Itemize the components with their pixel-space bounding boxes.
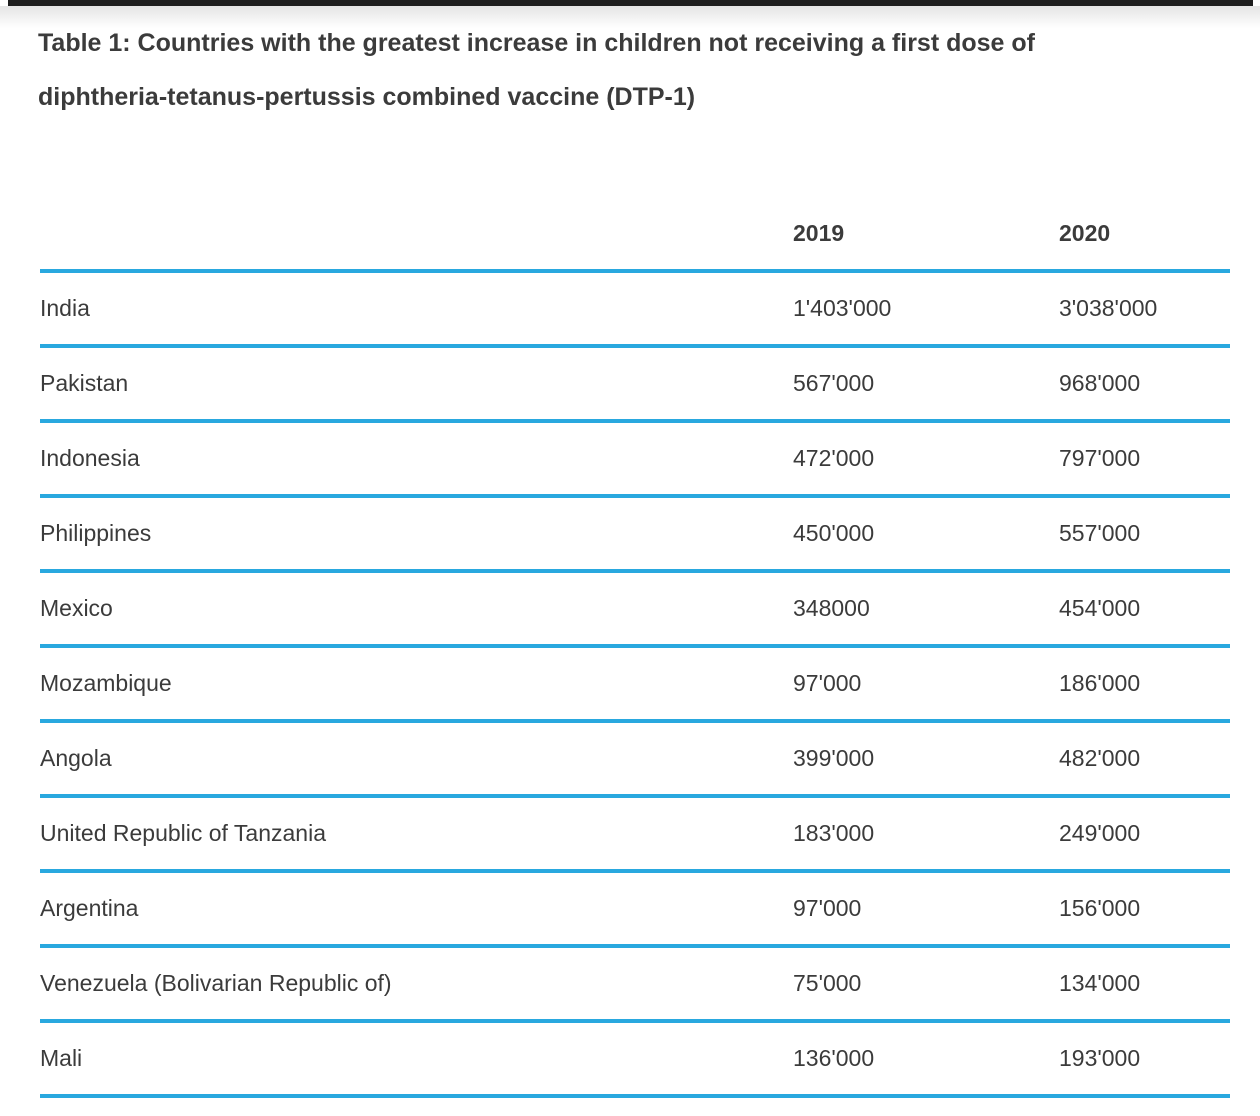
column-header-2019: 2019 [793, 198, 1059, 273]
table-row: Philippines 450'000 557'000 [40, 496, 1230, 573]
top-fade [0, 6, 1260, 28]
value-2020-cell: 557'000 [1059, 496, 1230, 573]
value-2020-cell: 454'000 [1059, 571, 1230, 648]
country-cell: Philippines [40, 496, 793, 573]
country-cell: Mexico [40, 571, 793, 648]
value-2020-cell: 968'000 [1059, 346, 1230, 423]
value-2020-cell: 134'000 [1059, 946, 1230, 1023]
value-2020-cell: 3'038'000 [1059, 271, 1230, 348]
country-cell: India [40, 271, 793, 348]
table-header-row: 2019 2020 [40, 198, 1230, 273]
table-row: Argentina 97'000 156'000 [40, 871, 1230, 948]
value-2020-cell: 482'000 [1059, 721, 1230, 798]
top-bar [8, 0, 1253, 6]
country-cell: Argentina [40, 871, 793, 948]
value-2019-cell: 450'000 [793, 496, 1059, 573]
value-2020-cell: 249'000 [1059, 796, 1230, 873]
value-2019-cell: 472'000 [793, 421, 1059, 498]
table-row: Mali 136'000 193'000 [40, 1021, 1230, 1098]
value-2020-cell: 186'000 [1059, 646, 1230, 723]
page-title-line-1: Table 1: Countries with the greatest inc… [38, 29, 1035, 57]
value-2019-cell: 136'000 [793, 1021, 1059, 1098]
value-2019-cell: 97'000 [793, 871, 1059, 948]
table-row: Pakistan 567'000 968'000 [40, 346, 1230, 423]
country-cell: Pakistan [40, 346, 793, 423]
column-header-2020: 2020 [1059, 198, 1230, 273]
country-cell: Mali [40, 1021, 793, 1098]
table-row: Mexico 348000 454'000 [40, 571, 1230, 648]
country-cell: United Republic of Tanzania [40, 796, 793, 873]
data-table: 2019 2020 India 1'403'000 3'038'000 Paki… [40, 198, 1230, 1098]
page-title-line-2: diphtheria-tetanus-pertussis combined va… [38, 83, 696, 111]
value-2020-cell: 193'000 [1059, 1021, 1230, 1098]
country-cell: Indonesia [40, 421, 793, 498]
value-2019-cell: 1'403'000 [793, 271, 1059, 348]
value-2019-cell: 567'000 [793, 346, 1059, 423]
value-2019-cell: 399'000 [793, 721, 1059, 798]
value-2019-cell: 348000 [793, 571, 1059, 648]
country-cell: Venezuela (Bolivarian Republic of) [40, 946, 793, 1023]
value-2020-cell: 797'000 [1059, 421, 1230, 498]
table-row: Venezuela (Bolivarian Republic of) 75'00… [40, 946, 1230, 1023]
table-row: India 1'403'000 3'038'000 [40, 271, 1230, 348]
value-2020-cell: 156'000 [1059, 871, 1230, 948]
table-row: United Republic of Tanzania 183'000 249'… [40, 796, 1230, 873]
page-title: Table 1: Countries with the greatest inc… [38, 16, 1228, 124]
value-2019-cell: 97'000 [793, 646, 1059, 723]
column-header-country [40, 198, 793, 273]
table-row: Angola 399'000 482'000 [40, 721, 1230, 798]
value-2019-cell: 75'000 [793, 946, 1059, 1023]
value-2019-cell: 183'000 [793, 796, 1059, 873]
country-cell: Mozambique [40, 646, 793, 723]
table-row: Mozambique 97'000 186'000 [40, 646, 1230, 723]
table-row: Indonesia 472'000 797'000 [40, 421, 1230, 498]
country-cell: Angola [40, 721, 793, 798]
